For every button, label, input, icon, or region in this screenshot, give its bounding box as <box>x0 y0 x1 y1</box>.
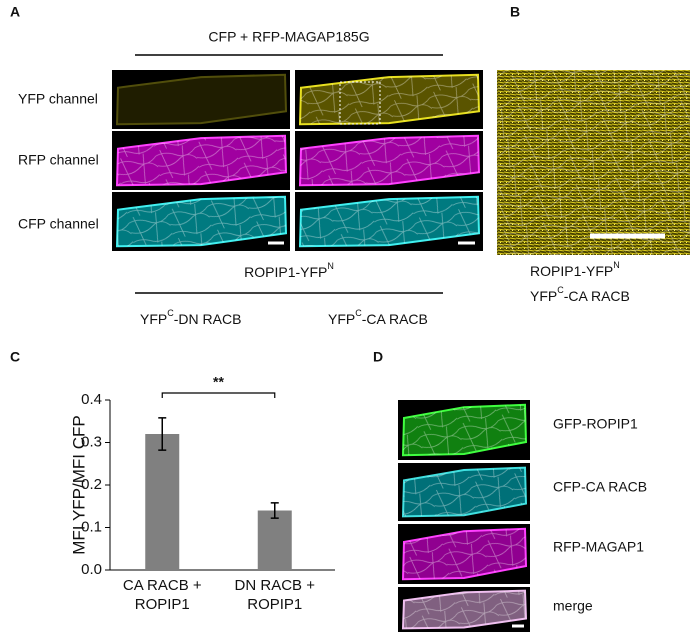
row-label: CFP channel <box>18 216 99 232</box>
cell-filaments <box>403 590 526 629</box>
column-label: YFPC-CA RACB <box>328 308 428 326</box>
panel-b: B ROPIP1-YFPN YFPC-CA RACB <box>497 4 690 304</box>
panel-c: C MFI YFP/MFI CFP 0.0 0.1 0.2 0.3 0.4 CA RACB… <box>10 349 335 613</box>
condition-label: CFP + RFP-MAGAP185G <box>208 29 369 45</box>
cell-filaments <box>117 196 286 247</box>
text: YFP <box>328 311 355 327</box>
panel-letter: C <box>10 349 20 365</box>
channel-label: GFP-ROPIP1 <box>553 416 638 432</box>
label-line: ROPIP1 <box>247 596 302 613</box>
image-background <box>112 70 290 129</box>
panel-letter: D <box>373 349 383 365</box>
label-line: CA RACB + <box>123 577 202 594</box>
x-tick-label: DN RACB + ROPIP1 <box>235 577 316 613</box>
micrograph-texture <box>497 70 690 255</box>
superscript: N <box>613 260 620 270</box>
panel-letter: A <box>10 4 20 20</box>
y-tick-label: 0.4 <box>81 391 102 408</box>
y-tick-label: 0.0 <box>81 561 102 578</box>
panel-d: D GFP-ROPIP1 CFP-CA RACB RFP-MAGAP1 merg… <box>373 349 647 632</box>
construct-label: ROPIP1-YFPN <box>530 260 620 278</box>
channel-label: CFP-CA RACB <box>553 479 647 495</box>
cell-filaments <box>403 467 526 517</box>
cell-filaments <box>300 74 479 125</box>
superscript: C <box>557 285 564 295</box>
label-line: DN RACB + <box>235 577 316 594</box>
significance-label: ** <box>213 374 224 390</box>
cell-filaments <box>403 404 526 456</box>
channel-label: RFP-MAGAP1 <box>553 539 644 555</box>
construct-label: YFPC-CA RACB <box>530 285 630 303</box>
channel-label: merge <box>553 598 593 614</box>
y-tick-label: 0.3 <box>81 433 102 450</box>
label-line: ROPIP1 <box>135 596 190 613</box>
superscript: C <box>167 308 174 318</box>
error-bar <box>158 417 167 451</box>
micrographs <box>398 400 530 632</box>
bar <box>257 510 292 570</box>
superscript: N <box>327 261 334 271</box>
y-tick-label: 0.2 <box>81 476 102 493</box>
bar <box>145 434 180 570</box>
column-label: YFPC-DN RACB <box>140 308 241 326</box>
error-bar <box>270 502 279 519</box>
panel-letter: B <box>510 4 520 20</box>
row-label: YFP channel <box>18 91 98 107</box>
cell-filaments <box>403 528 526 580</box>
text: YFP <box>140 311 167 327</box>
text: -DN RACB <box>174 311 242 327</box>
cell-filaments <box>300 135 479 186</box>
text: YFP <box>530 288 557 304</box>
y-tick-label: 0.1 <box>81 518 102 535</box>
panel-a: A CFP + RFP-MAGAP185G YFP channel RFP ch… <box>10 4 483 327</box>
construct-label: ROPIP1-YFPN <box>244 261 334 279</box>
superscript: C <box>355 308 362 318</box>
cell-filaments <box>300 196 479 247</box>
text: ROPIP1-YFP <box>530 263 613 279</box>
text: -CA RACB <box>564 288 630 304</box>
x-tick-label: CA RACB + ROPIP1 <box>123 577 202 613</box>
row-label: RFP channel <box>18 152 99 168</box>
roi-box <box>339 81 381 125</box>
text: -CA RACB <box>362 311 428 327</box>
significance-bracket <box>161 392 276 398</box>
cell-filaments <box>117 135 286 186</box>
text: ROPIP1-YFP <box>244 264 327 280</box>
micrographs <box>112 70 483 251</box>
cell <box>115 73 288 126</box>
y-axis-label: MFI YFP/MFI CFP <box>69 415 88 554</box>
